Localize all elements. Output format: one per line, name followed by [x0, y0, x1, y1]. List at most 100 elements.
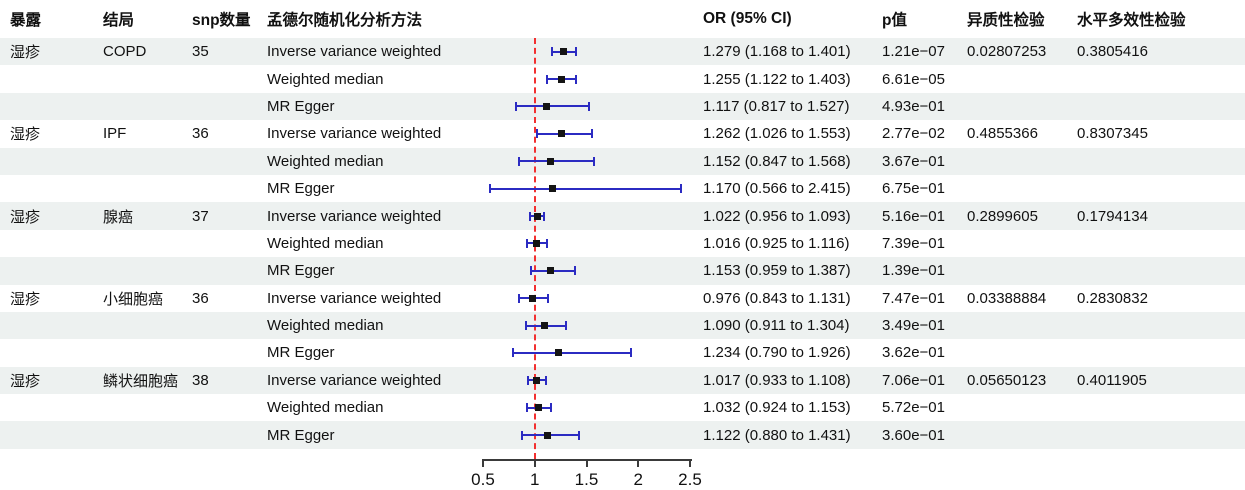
ci-cap-right	[592, 156, 595, 166]
point-marker	[543, 431, 551, 439]
p-value-cell: 7.47e−01	[882, 289, 945, 307]
table-row: MR Egger 1.170 (0.566 to 2.415) 6.75e−01	[0, 175, 1245, 202]
axis-baseline	[483, 459, 692, 461]
ci-cap-right	[547, 293, 550, 303]
col-header-heterogeneity: 异质性检验	[967, 12, 1045, 29]
axis-tick	[482, 459, 484, 467]
ci-cap-left	[525, 403, 528, 413]
or-ci-cell: 1.170 (0.566 to 2.415)	[703, 180, 851, 198]
or-ci-cell: 1.016 (0.925 to 1.116)	[703, 234, 850, 252]
outcome-cell: IPF	[103, 125, 127, 143]
method-cell: Weighted median	[267, 152, 384, 170]
pleiotropy-cell: 0.4011905	[1077, 371, 1147, 389]
ci-cap-left	[488, 184, 491, 194]
method-cell: Weighted median	[267, 317, 384, 335]
p-value-cell: 3.67e−01	[882, 152, 945, 170]
p-value-cell: 1.21e−07	[882, 43, 945, 61]
col-header-method: 孟德尔随机化分析方法	[267, 12, 423, 29]
method-cell: MR Egger	[267, 262, 335, 280]
ci-cap-left	[529, 266, 532, 276]
axis-tick-label: 0.5	[471, 470, 495, 489]
table-row: 湿疹 IPF 36 Inverse variance weighted 1.262 (1…	[0, 120, 1245, 147]
method-cell: Weighted median	[267, 399, 384, 417]
point-marker	[557, 75, 565, 83]
pleiotropy-cell: 0.8307345	[1077, 125, 1148, 143]
col-header-or-ci: OR (95% CI)	[703, 10, 792, 27]
exposure-cell: 湿疹	[10, 126, 41, 144]
heterogeneity-cell: 0.03388884	[967, 289, 1047, 307]
ci-cap-right	[590, 129, 593, 139]
point-marker	[558, 130, 566, 138]
snp-count-cell: 35	[192, 43, 209, 61]
col-header-pleiotropy: 水平多效性检验	[1077, 12, 1186, 29]
p-value-cell: 4.93e−01	[882, 97, 945, 115]
heterogeneity-cell: 0.4855366	[967, 125, 1038, 143]
or-ci-cell: 1.122 (0.880 to 1.431)	[703, 426, 851, 444]
ci-cap-right	[544, 375, 547, 385]
or-ci-cell: 1.032 (0.924 to 1.153)	[703, 399, 851, 417]
table-row: Weighted median 1.152 (0.847 to 1.568) 3.6…	[0, 147, 1245, 175]
heterogeneity-cell: 0.02807253	[967, 43, 1047, 61]
ci-cap-left	[525, 238, 528, 248]
table-row: MR Egger 1.153 (0.959 to 1.387) 1.39e−01	[0, 257, 1245, 285]
point-marker	[543, 102, 551, 110]
p-value-cell: 6.61e−05	[882, 70, 945, 88]
method-cell: Inverse variance weighted	[267, 289, 442, 307]
ci-cap-right	[549, 403, 552, 413]
outcome-cell: 腺癌	[103, 208, 134, 226]
point-marker	[532, 239, 540, 247]
or-ci-cell: 1.153 (0.959 to 1.387)	[703, 262, 851, 280]
outcome-cell: COPD	[103, 43, 147, 61]
col-header-exposure: 暴露	[10, 12, 42, 29]
method-cell: MR Egger	[267, 426, 335, 444]
p-value-cell: 6.75e−01	[882, 180, 945, 198]
point-marker	[548, 185, 556, 193]
method-cell: MR Egger	[267, 97, 335, 115]
ci-cap-left	[524, 321, 527, 331]
table-body: 湿疹 COPD 35 Inverse variance weighted 1.279 (…	[0, 38, 1245, 449]
ci-cap-left	[529, 211, 532, 221]
or-ci-cell: 1.234 (0.790 to 1.926)	[703, 344, 851, 362]
p-value-cell: 5.72e−01	[882, 399, 945, 417]
ci-cap-left	[517, 293, 520, 303]
heterogeneity-cell: 0.05650123	[967, 371, 1047, 389]
ci-cap-left	[546, 74, 549, 84]
p-value-cell: 7.06e−01	[882, 371, 945, 389]
p-value-cell: 7.39e−01	[882, 234, 945, 252]
method-cell: Inverse variance weighted	[267, 125, 442, 143]
outcome-cell: 鳞状细胞癌	[103, 372, 179, 390]
method-cell: Inverse variance weighted	[267, 207, 442, 225]
ci-cap-right	[629, 348, 632, 358]
ci-cap-right	[545, 238, 548, 248]
table-row: MR Egger 1.234 (0.790 to 1.926) 3.62e−01	[0, 339, 1245, 366]
table-row: 湿疹 腺癌 37 Inverse variance weighted 1.022 (0.…	[0, 202, 1245, 230]
axis-tick-label: 2	[633, 470, 643, 489]
table-row: MR Egger 1.117 (0.817 to 1.527) 4.93e−01	[0, 92, 1245, 121]
or-ci-cell: 1.152 (0.847 to 1.568)	[703, 152, 851, 170]
method-cell: Weighted median	[267, 70, 384, 88]
method-cell: Inverse variance weighted	[267, 371, 442, 389]
or-ci-cell: 1.279 (1.168 to 1.401)	[703, 43, 851, 61]
snp-count-cell: 36	[192, 289, 209, 307]
point-marker	[546, 157, 554, 165]
p-value-cell: 3.60e−01	[882, 426, 945, 444]
or-ci-cell: 1.255 (1.122 to 1.403)	[703, 70, 851, 88]
or-ci-cell: 1.017 (0.933 to 1.108)	[703, 371, 851, 389]
exposure-cell: 湿疹	[10, 290, 41, 308]
ci-cap-left	[526, 375, 529, 385]
ci-cap-right	[543, 211, 546, 221]
snp-count-cell: 38	[192, 371, 209, 389]
col-header-p-value: p值	[882, 12, 907, 29]
snp-count-cell: 36	[192, 125, 209, 143]
ci-cap-left	[514, 101, 517, 111]
ci-cap-right	[680, 184, 683, 194]
p-value-cell: 3.62e−01	[882, 344, 945, 362]
point-marker	[540, 322, 548, 330]
table-row: 湿疹 鳞状细胞癌 38 Inverse variance weighted 1.017 …	[0, 366, 1245, 395]
method-cell: Weighted median	[267, 234, 384, 252]
point-marker	[547, 267, 555, 275]
method-cell: MR Egger	[267, 180, 335, 198]
method-cell: Inverse variance weighted	[267, 43, 442, 61]
exposure-cell: 湿疹	[10, 372, 41, 390]
ci-cap-left	[536, 129, 539, 139]
